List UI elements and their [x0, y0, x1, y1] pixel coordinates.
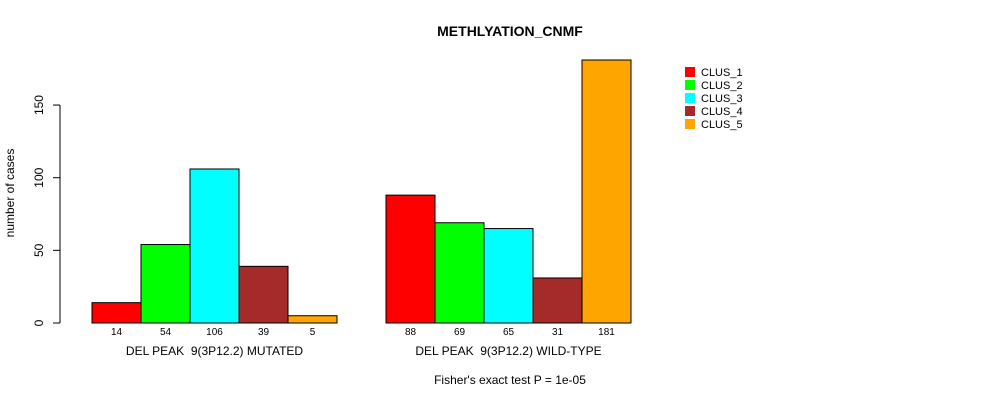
bar-clus-2-group-1	[140, 244, 191, 324]
bar-clus-2-group-2	[434, 222, 485, 324]
legend-swatch	[685, 67, 695, 77]
chart-title: METHLYATION_CNMF	[437, 23, 583, 39]
value-label: 31	[552, 327, 564, 338]
bar-clus-1-group-2	[385, 194, 436, 324]
value-label: 54	[160, 327, 172, 338]
value-label: 14	[111, 327, 123, 338]
bar-clus-3-group-2	[483, 228, 534, 324]
legend-label: CLUS_1	[701, 67, 743, 79]
value-label: 88	[405, 327, 417, 338]
value-label: 106	[206, 327, 223, 338]
y-tick-label: 150	[32, 95, 46, 115]
legend-swatch	[685, 93, 695, 103]
value-labels-layer: 14 54 106 39 5 88 69 65 31 181	[111, 327, 615, 338]
group-labels-layer: DEL PEAK 9(3P12.2) MUTATED DEL PEAK 9(3P1…	[126, 344, 602, 358]
bar-clus-4-group-1	[238, 265, 289, 324]
bar-clus-5-group-2	[581, 59, 632, 324]
value-label: 181	[598, 327, 615, 338]
legend-label: CLUS_2	[701, 80, 743, 92]
value-label: 5	[310, 327, 316, 338]
y-tick-label: 100	[32, 167, 46, 187]
value-label: 65	[503, 327, 515, 338]
legend-label: CLUS_3	[701, 93, 743, 105]
legend-swatch	[685, 106, 695, 116]
bar-clus-4-group-2	[532, 277, 583, 324]
bar-clus-5-group-1	[287, 315, 338, 324]
y-axis: 0 50 100 150	[32, 95, 61, 326]
legend-label: CLUS_5	[701, 119, 743, 131]
y-tick-label: 0	[32, 319, 46, 326]
legend-swatch	[685, 80, 695, 90]
legend-label: CLUS_4	[701, 106, 743, 118]
y-axis-label: number of cases	[3, 149, 17, 238]
bar-clus-3-group-1	[189, 168, 240, 324]
bars-layer	[91, 59, 632, 324]
value-label: 69	[454, 327, 466, 338]
y-tick-label: 50	[32, 243, 46, 257]
legend-swatch	[685, 119, 695, 129]
group-label: DEL PEAK 9(3P12.2) WILD-TYPE	[415, 344, 601, 358]
value-label: 39	[258, 327, 270, 338]
group-label: DEL PEAK 9(3P12.2) MUTATED	[126, 344, 303, 358]
bar-clus-1-group-1	[91, 302, 142, 324]
footnote: Fisher's exact test P = 1e-05	[434, 373, 586, 387]
